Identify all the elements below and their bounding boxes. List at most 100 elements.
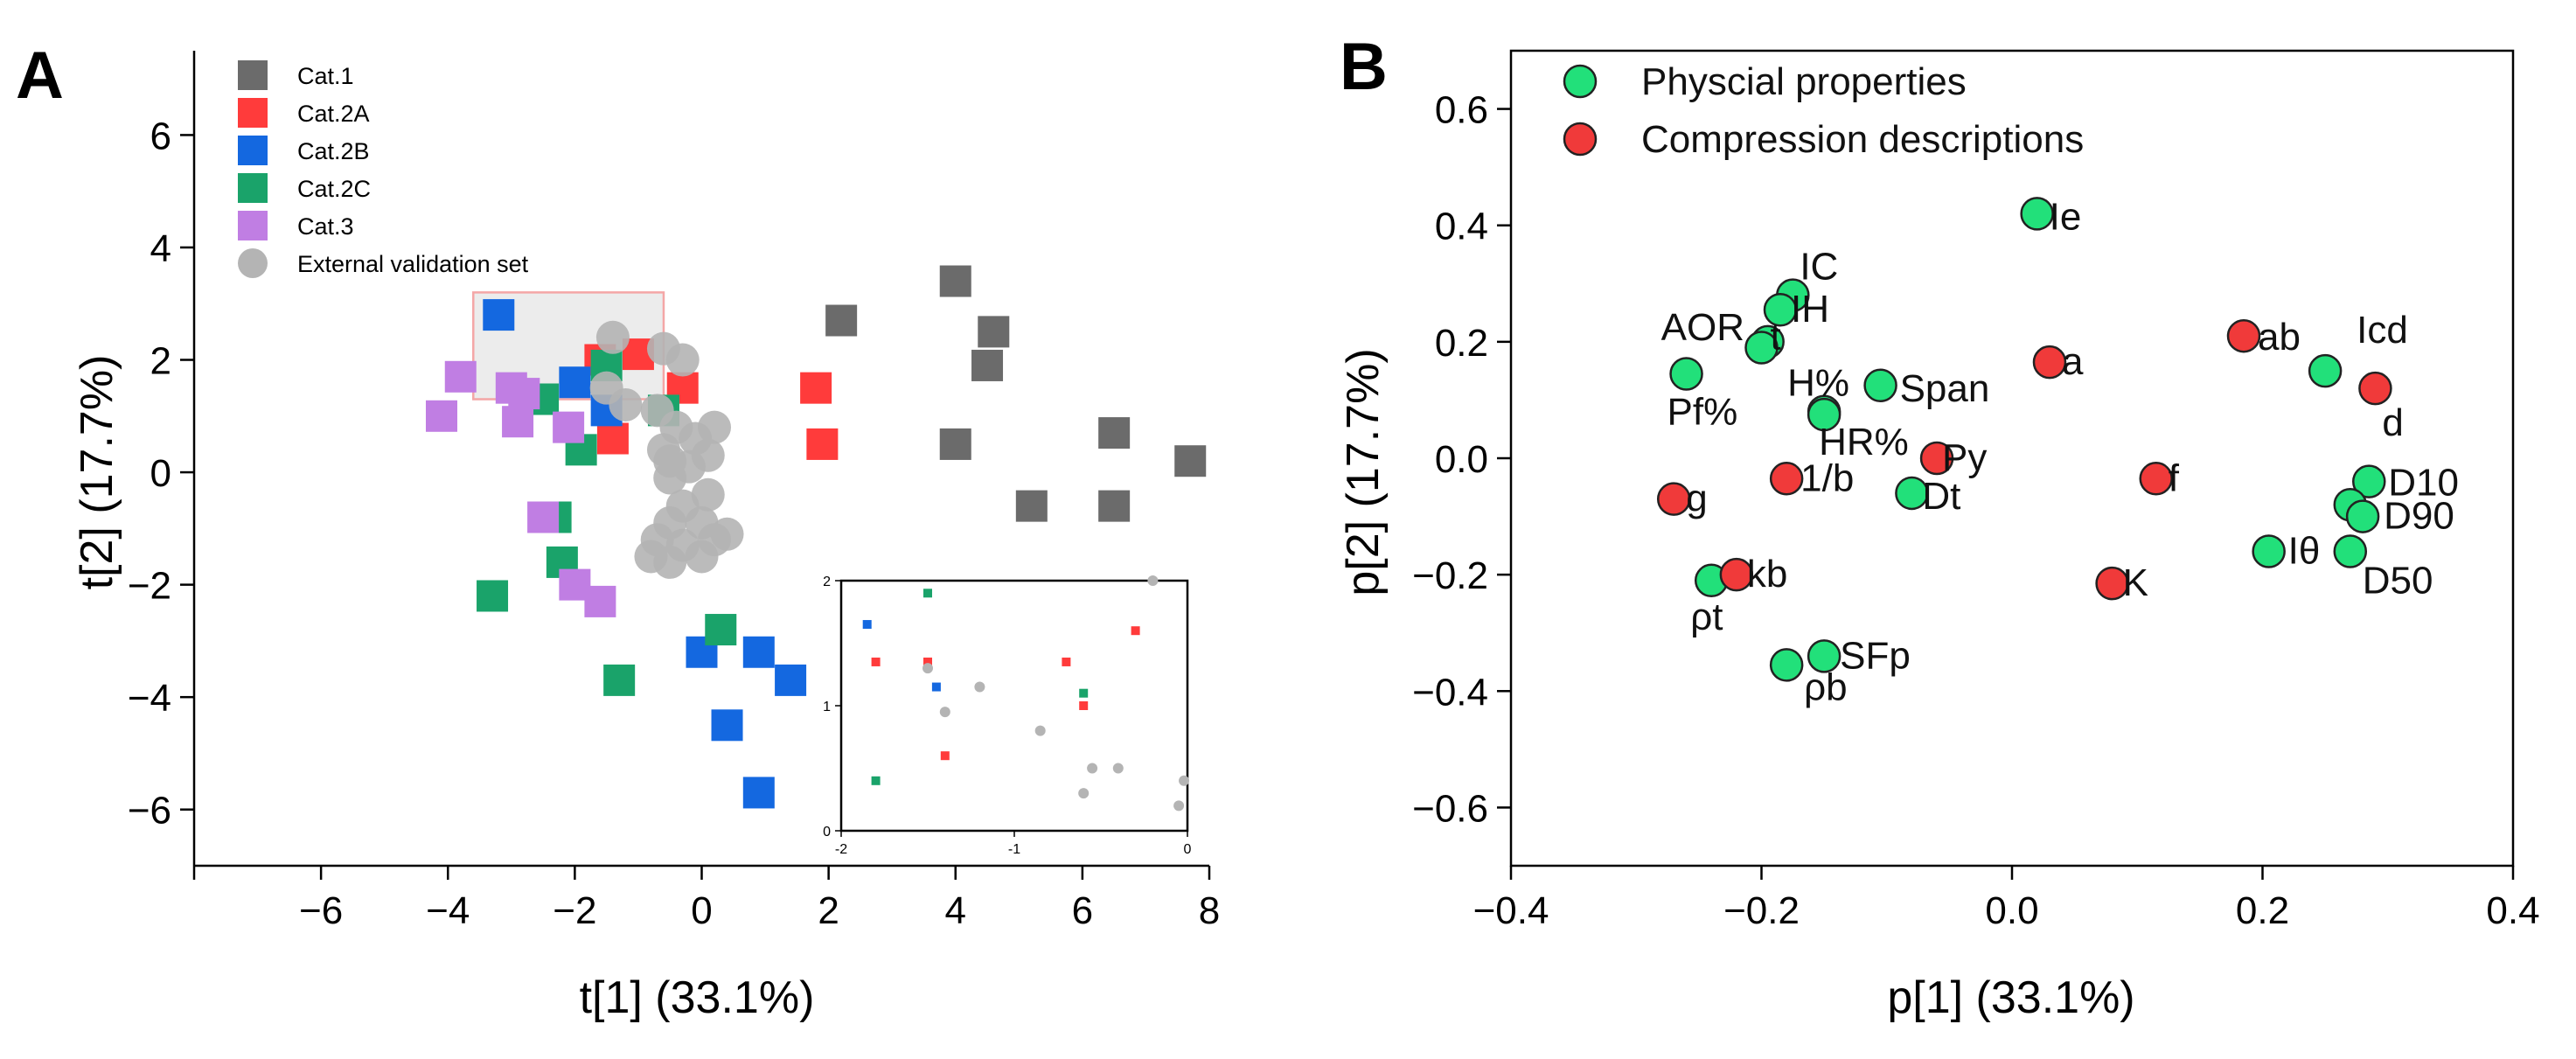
- y-tick-label: −0.2: [1412, 554, 1488, 597]
- point-cat2b-1: [559, 366, 591, 399]
- point-cat2a-4: [800, 372, 832, 404]
- point-externalvalidationset-9: [698, 410, 732, 444]
- panel-a-x-axis-label: t[1] (33.1%): [580, 972, 815, 1023]
- point-physical-17: [1807, 639, 1841, 673]
- y-tick-label: 2: [150, 340, 171, 383]
- point-label: K: [2123, 561, 2148, 604]
- y-tick-label: 4: [150, 227, 171, 270]
- point-label: kb: [1747, 553, 1787, 596]
- inset-frame: [839, 579, 1189, 833]
- inset-point-8: [939, 707, 950, 718]
- inset-point-12: [1079, 688, 1089, 698]
- point-label: f: [2169, 456, 2180, 499]
- inset-point-10: [1034, 725, 1046, 736]
- point-physical-5: [1669, 357, 1703, 391]
- point-physical-4: [1744, 331, 1779, 365]
- inset-y-tick-label: 1: [823, 700, 831, 714]
- inset-point-16: [1078, 788, 1090, 799]
- panel-a-axes: −6 −4 −2 0 2 4 6 8 −6 −4 −2 0 2 4 6: [128, 51, 1220, 932]
- y-tick-label: 0: [150, 452, 171, 495]
- point-label: AOR: [1661, 306, 1744, 349]
- legend-marker: [238, 136, 268, 165]
- point-cat1-3: [971, 349, 1004, 381]
- inset-point-2: [871, 776, 881, 785]
- point-cat3-4: [502, 406, 534, 438]
- inset-point-15: [1112, 763, 1124, 774]
- point-physical-9: [1895, 476, 1929, 511]
- point-compression-5: [2139, 462, 2173, 496]
- point-label: Pf%: [1667, 390, 1738, 433]
- point-cat2a-5: [806, 428, 839, 460]
- inset-point-13: [1079, 701, 1089, 710]
- point-cat3-8: [584, 585, 616, 617]
- point-label: Iθ: [2288, 530, 2321, 573]
- point-label: Span: [1900, 367, 1990, 410]
- panel-b-axes: −0.4 −0.2 0.0 0.2 0.4 −0.6 −0.4 −0.2 0.0 0.2 0.4 0.…: [1412, 49, 2540, 932]
- inset-point-9: [974, 681, 985, 693]
- x-tick-label: −0.4: [1473, 889, 1549, 932]
- legend-label: Cat.3: [297, 213, 354, 240]
- point-compression-8: [2095, 566, 2129, 601]
- inset-point-11: [1062, 657, 1071, 666]
- point-cat2b-0: [483, 299, 515, 331]
- point-cat1-1: [939, 265, 971, 297]
- point-label: D10: [2388, 462, 2459, 505]
- point-label: d: [2382, 401, 2403, 444]
- x-tick-label: 4: [945, 889, 966, 932]
- point-compression-6: [1656, 482, 1691, 516]
- legend-marker: [1563, 64, 1598, 99]
- point-label: 1/b: [1800, 456, 1854, 499]
- y-tick-label: 0.6: [1435, 89, 1488, 132]
- point-cat2c-7: [705, 614, 737, 646]
- point-cat1-6: [1174, 445, 1207, 477]
- y-tick-label: 0.0: [1435, 438, 1488, 481]
- point-physical-14: [2252, 534, 2286, 568]
- point-cat1-4: [939, 428, 971, 460]
- point-physical-0: [2020, 197, 2054, 231]
- point-label: H%: [1787, 362, 1849, 405]
- panel-b-label: B: [1340, 30, 1388, 104]
- point-physical-8: [1807, 397, 1841, 432]
- legend-marker: [238, 60, 268, 90]
- legend-label: Cat.1: [297, 63, 354, 89]
- point-cat3-2: [508, 378, 540, 410]
- point-label: g: [1686, 477, 1707, 520]
- point-cat1-5: [1098, 417, 1131, 449]
- x-tick-label: 0.0: [1985, 889, 2038, 932]
- point-externalvalidationset-24: [685, 540, 719, 574]
- legend-marker: [238, 98, 268, 128]
- point-label: Icd: [2357, 309, 2408, 352]
- point-physical-11: [2352, 464, 2386, 498]
- point-cat1-8: [1098, 490, 1131, 522]
- y-tick-label: −2: [128, 565, 171, 608]
- point-label: IH: [1791, 288, 1829, 331]
- x-tick-label: −0.2: [1723, 889, 1800, 932]
- x-tick-label: −4: [426, 889, 470, 932]
- point-compression-0: [2032, 345, 2067, 380]
- panel-a-y-axis-label: t[2] (17.7%): [72, 355, 122, 590]
- point-externalvalidationset-0: [595, 320, 630, 354]
- inset-point-4: [923, 657, 932, 666]
- point-cat2b-5: [775, 664, 807, 696]
- legend-marker: [238, 211, 268, 240]
- y-tick-label: −0.6: [1412, 787, 1488, 830]
- panel-a-legend: Cat.1 Cat.2A Cat.2B Cat.2C Cat.3 External val…: [238, 60, 529, 278]
- inset-x-tick-label: 0: [1184, 842, 1192, 857]
- inset-y-tick-label: 2: [823, 575, 831, 589]
- point-compression-7: [1719, 557, 1754, 592]
- legend-marker: [238, 173, 268, 203]
- point-cat2a-3: [596, 422, 629, 455]
- point-label: IC: [1800, 246, 1838, 289]
- inset-point-18: [1179, 775, 1190, 786]
- point-label: HR%: [1819, 421, 1909, 463]
- point-externalvalidationset-12: [691, 438, 725, 472]
- plot-frame: [1509, 49, 2515, 867]
- point-cat2b-4: [742, 636, 775, 668]
- point-compression-2: [2358, 371, 2392, 406]
- point-label: Ie: [2050, 195, 2082, 238]
- panel-a: A −6 −4 −2 0 2 4 6 8 −6 −4 −2 0 2 4 6 Cat.1 Cat.2A Cat.2…: [16, 38, 1220, 1023]
- x-tick-label: −6: [299, 889, 343, 932]
- point-physical-2: [1763, 292, 1798, 327]
